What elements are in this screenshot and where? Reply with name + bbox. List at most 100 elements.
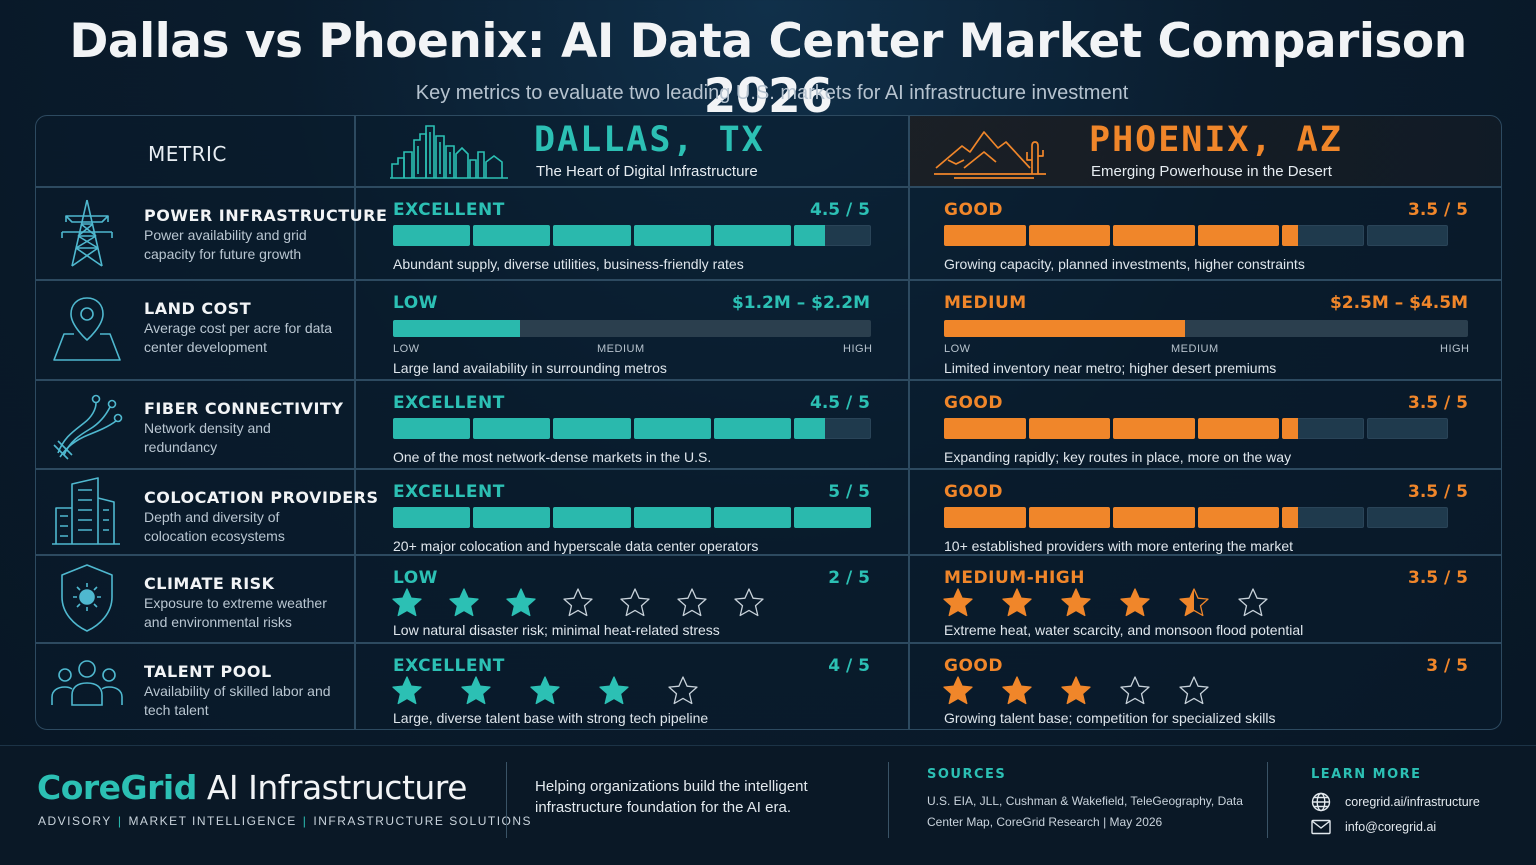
brand-highlight: CoreGrid [37,768,197,807]
dallas-land-note: Large land availability in surrounding m… [393,360,667,376]
city-skyline-icon [390,125,508,179]
row-divider [36,468,1501,470]
building-icon [52,477,120,545]
phoenix-power-note: Growing capacity, planned investments, h… [944,256,1305,272]
phoenix-climate-score: 3.5 / 5 [1408,568,1468,588]
bar-segment [553,418,631,439]
row-divider [36,379,1501,381]
dallas-colo-note: 20+ major colocation and hyperscale data… [393,538,759,554]
brand-rest: AI Infrastructure [196,768,468,807]
bar-segment [713,418,791,439]
phoenix-talent-rating: GOOD [944,656,1003,676]
phoenix-land-score: $2.5M – $4.5M [1329,293,1468,313]
rating-star [1119,587,1151,619]
rating-star [1060,587,1092,619]
phoenix-power-rating: GOOD [944,200,1003,220]
sources-label: SOURCES [927,767,1007,782]
bar-segment [1282,418,1364,439]
learn-more-label: LEARN MORE [1311,767,1422,782]
email-link[interactable]: info@coregrid.ai [1311,819,1436,835]
rating-star [733,587,765,619]
dallas-colo-rating: EXCELLENT [393,482,505,502]
email-text[interactable]: info@coregrid.ai [1345,820,1437,834]
phoenix-talent-note: Growing talent base; competition for spe… [944,710,1276,726]
footer [0,745,1536,865]
phoenix-power-bar [944,225,1448,246]
metric-description-land: Average cost per acre for data center de… [144,320,333,355]
scale-label-low: LOW [944,343,971,355]
rating-star [1237,587,1269,619]
brand-tagline: ADVISORY | MARKET INTELLIGENCE | INFRASTRUCT… [38,814,533,828]
bar-segment [1366,418,1448,439]
rating-star [529,675,561,707]
metric-column-header: METRIC [148,142,227,166]
shield-sun-icon [61,564,113,632]
rating-star [1178,675,1210,707]
scale-label-low: LOW [393,343,420,355]
bar-segment [553,225,631,246]
phoenix-land-note: Limited inventory near metro; higher des… [944,360,1277,376]
bar-segment [793,418,872,439]
dallas-land-score: $1.2M – $2.2M [731,293,870,313]
bar-segment [553,507,631,528]
rating-star [676,587,708,619]
bar-segment [713,225,791,246]
comparison-table: METRIC DALLAS, TX The Heart of Digital I… [35,115,1502,730]
bar-segment [393,418,471,439]
bar-segment [1366,507,1448,528]
row-divider [36,642,1501,644]
rating-star [448,587,480,619]
bar-segment [1282,507,1364,528]
phoenix-colo-note: 10+ established providers with more ente… [944,538,1294,554]
bar-segment [393,507,471,528]
dallas-power-rating: EXCELLENT [393,200,505,220]
metric-description-talent: Availability of skilled labor and tech t… [144,683,331,718]
bar-segment [473,225,551,246]
dallas-climate-note: Low natural disaster risk; minimal heat-… [393,622,720,638]
phoenix-power-score: 3.5 / 5 [1408,200,1468,220]
bar-segment [944,418,1026,439]
scale-label-high: HIGH [843,343,873,355]
bar-segment [1028,225,1110,246]
bar-segment [713,507,791,528]
globe-icon [1311,792,1331,812]
bar-segment [1197,418,1279,439]
metric-title-colo: COLOCATION PROVIDERS [144,488,379,507]
scale-label-medium: MEDIUM [1171,343,1219,355]
footer-divider [1267,762,1268,838]
bar-segment [1028,418,1110,439]
metric-description-fiber: Network density and redundancy [144,420,271,455]
brand-tag-advisory: ADVISORY [38,814,112,828]
dallas-talent-stars [391,675,736,707]
metric-title-talent: TALENT POOL [144,662,272,681]
dallas-climate-rating: LOW [393,568,438,588]
bar-segment [1028,507,1110,528]
website-text[interactable]: coregrid.ai/infrastructure [1345,795,1480,809]
footer-tagline: Helping organizations build the intellig… [535,778,808,816]
metric-description-colo: Depth and diversity of colocation ecosys… [144,509,285,544]
power-tower-icon [61,199,113,267]
bar-segment [1197,507,1279,528]
rating-star [1178,587,1210,619]
metric-title-fiber: FIBER CONNECTIVITY [144,399,344,418]
phoenix-colo-bar [944,507,1448,528]
phoenix-talent-score: 3 / 5 [1426,656,1468,676]
bar-segment [473,418,551,439]
phoenix-land-cost-bar [944,320,1468,337]
dallas-colo-score: 5 / 5 [828,482,870,502]
row-divider [36,279,1501,281]
scale-label-high: HIGH [1440,343,1470,355]
website-link[interactable]: coregrid.ai/infrastructure [1311,792,1480,812]
dallas-fiber-score: 4.5 / 5 [810,393,870,413]
footer-divider [888,762,889,838]
mail-icon [1311,819,1331,835]
row-divider [36,554,1501,556]
phoenix-fiber-rating: GOOD [944,393,1003,413]
sources-text: U.S. EIA, JLL, Cushman & Wakefield, Tele… [927,794,1243,829]
dallas-climate-score: 2 / 5 [828,568,870,588]
metric-description-power: Power availability and grid capacity for… [144,227,307,262]
bar-segment [633,418,711,439]
dallas-land-rating: LOW [393,293,438,313]
dallas-fiber-bar [393,418,872,439]
footer-divider [506,762,507,838]
